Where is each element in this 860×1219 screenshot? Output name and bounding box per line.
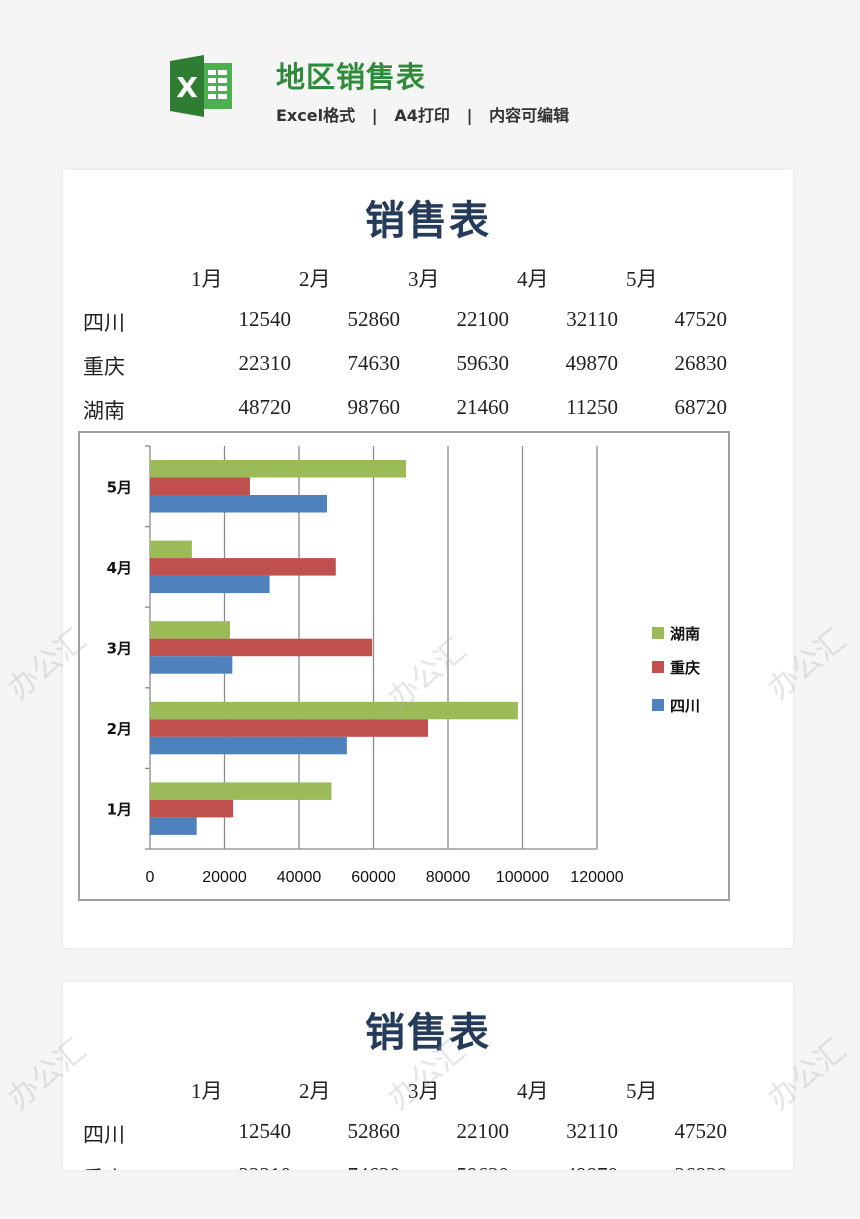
y-tick-label: 4月 (107, 559, 132, 577)
sheet-title: 销售表 (365, 197, 491, 244)
sheet-preview-page-2: 销售表 1月 2月 3月 4月 5月四川 12540 52860 22100 32110 4752… (63, 982, 793, 1170)
bar-chart: 0 20000 40000 60000 80000 100000 120000 1月 2月 3月 4… (78, 431, 730, 901)
cell-value: 52860 (347, 1119, 401, 1143)
tag: A4打印 (394, 106, 450, 125)
legend-swatch (652, 661, 664, 673)
month-header: 2月 (299, 1079, 331, 1103)
cell-value: 49870 (565, 351, 619, 375)
bar (150, 719, 428, 737)
row-label: 重庆 (83, 1163, 125, 1170)
bar (150, 460, 406, 478)
bar (150, 477, 250, 495)
legend-label: 重庆 (670, 659, 700, 677)
separator: | (466, 106, 473, 125)
feature-tags: Excel格式 | A4打印 | 内容可编辑 (276, 102, 569, 126)
bar (150, 701, 518, 720)
excel-icon: X (170, 55, 232, 117)
bar (150, 540, 192, 559)
y-tick-label: 5月 (107, 478, 132, 496)
svg-text:X: X (176, 71, 198, 104)
bar (150, 736, 347, 755)
month-header: 2月 (299, 267, 331, 291)
month-header: 1月 (191, 1079, 223, 1103)
cell-value: 52860 (347, 307, 401, 331)
cell-value: 47520 (674, 1119, 728, 1143)
row-label: 四川 (83, 311, 125, 335)
cell-value: 59630 (457, 1163, 510, 1170)
row-label: 四川 (83, 1123, 125, 1147)
row-label: 重庆 (83, 355, 125, 379)
separator: | (371, 106, 378, 125)
x-tick-label: 20000 (202, 869, 247, 886)
tag: Excel格式 (276, 106, 356, 125)
bar (150, 817, 197, 835)
month-header: 1月 (191, 267, 223, 291)
cell-value: 32110 (566, 1119, 618, 1143)
cell-value: 48720 (238, 395, 292, 419)
row-label: 湖南 (83, 399, 125, 423)
cell-value: 98760 (347, 395, 401, 419)
legend-swatch (652, 699, 664, 711)
bar (150, 656, 233, 674)
y-tick-label: 3月 (107, 640, 132, 658)
y-tick-label: 2月 (107, 720, 132, 738)
cell-value: 26830 (674, 351, 728, 375)
month-header: 3月 (408, 267, 440, 291)
month-header: 4月 (517, 267, 549, 291)
cell-value: 59630 (456, 351, 510, 375)
cell-value: 21460 (456, 395, 510, 419)
legend-label: 湖南 (670, 625, 700, 643)
cell-value: 49870 (566, 1163, 619, 1170)
cell-value: 68720 (674, 395, 728, 419)
x-tick-label: 120000 (570, 869, 623, 886)
chart-svg: 0 20000 40000 60000 80000 100000 120000 1月 2月 3月 4… (107, 445, 700, 886)
x-tick-label: 0 (146, 869, 155, 886)
sheet-preview-page-1: 销售表 1月 2月 3月 4月 5月 四川 12540 52860 22100 32110 4752… (63, 170, 793, 948)
month-header: 3月 (408, 1079, 440, 1103)
bar (150, 558, 336, 576)
cell-value: 22310 (239, 1163, 292, 1170)
cell-value: 32110 (566, 307, 618, 331)
legend-label: 四川 (670, 697, 700, 715)
month-header: 4月 (517, 1079, 549, 1103)
cell-value: 22100 (456, 1119, 510, 1143)
app-title: 地区销售表 (276, 60, 427, 94)
bar (150, 799, 234, 818)
bar (150, 495, 328, 513)
y-tick-label: 1月 (107, 801, 132, 819)
cell-value: 26830 (675, 1163, 728, 1170)
cell-value: 74630 (347, 351, 401, 375)
x-tick-label: 80000 (426, 869, 471, 886)
bar (150, 575, 270, 594)
legend-swatch (652, 627, 664, 639)
cell-value: 22310 (238, 351, 292, 375)
x-tick-label: 40000 (277, 869, 322, 886)
cell-value: 22100 (456, 307, 510, 331)
cell-value: 74630 (348, 1163, 401, 1170)
x-tick-label: 100000 (496, 869, 549, 886)
cell-value: 12540 (238, 1119, 292, 1143)
cell-value: 11250 (566, 395, 618, 419)
month-header: 5月 (626, 267, 658, 291)
bar (150, 621, 230, 639)
bar (150, 782, 332, 800)
sheet-title: 销售表 (365, 1009, 491, 1056)
cell-value: 47520 (674, 307, 728, 331)
month-header: 5月 (626, 1079, 658, 1103)
bar (150, 638, 373, 657)
x-tick-label: 60000 (351, 869, 396, 886)
tag: 内容可编辑 (489, 106, 570, 125)
cell-value: 12540 (238, 307, 292, 331)
